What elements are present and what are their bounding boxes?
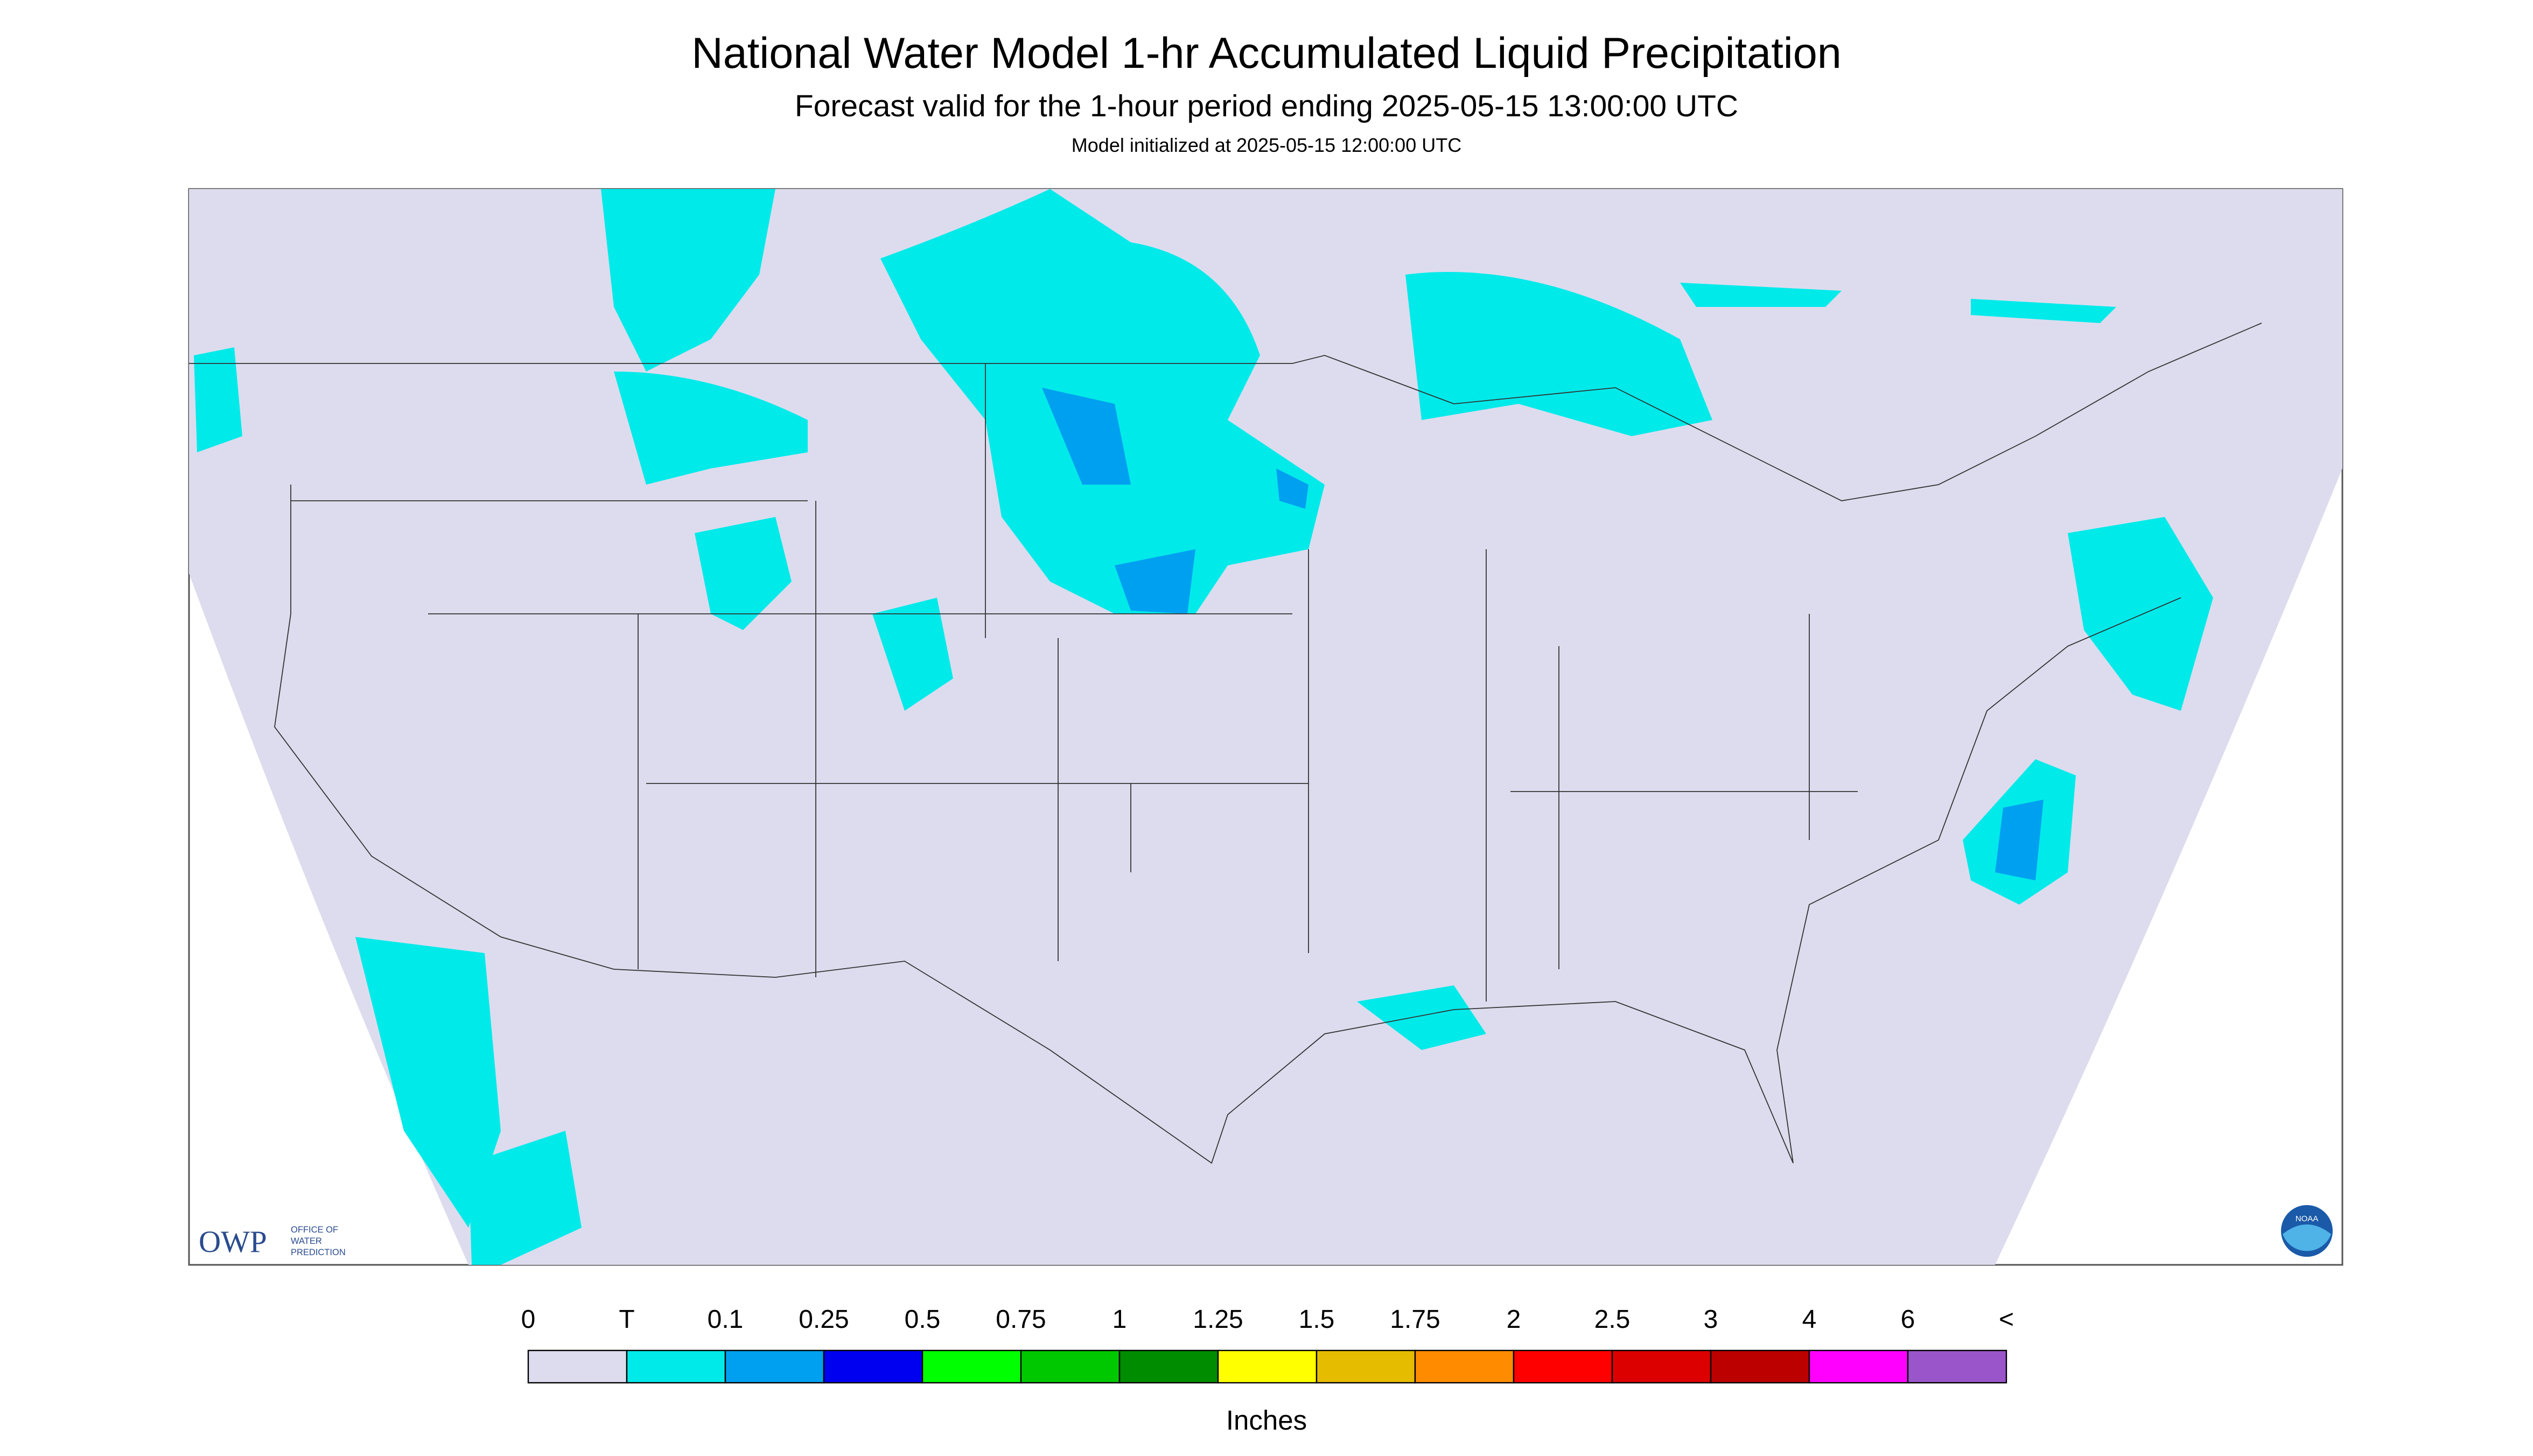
precip-area <box>1115 549 1195 614</box>
legend-swatch <box>1611 1349 1712 1384</box>
legend-swatch <box>1020 1349 1121 1384</box>
precip-area <box>194 347 242 453</box>
legend: Inches 0 T 0.1 0.25 0.5 0.75 1 1.25 1.5 1.75 2 2.5 3… <box>521 1305 2014 1436</box>
legend-label: 1.5 <box>1299 1305 1335 1334</box>
legend-label: 6 <box>1901 1305 1915 1334</box>
precip-area <box>1276 468 1309 509</box>
precip-area <box>355 937 501 1228</box>
owp-logo-caption: WATER <box>291 1236 322 1246</box>
legend-swatch <box>1513 1349 1613 1384</box>
legend-swatch <box>724 1349 825 1384</box>
legend-swatch <box>1907 1349 2007 1384</box>
precip-areas <box>194 189 2213 1265</box>
precip-area <box>601 189 775 372</box>
precip-area <box>1405 272 1712 437</box>
border-line <box>189 323 2262 501</box>
precip-area <box>1680 283 1842 307</box>
legend-swatch <box>527 1349 628 1384</box>
legend-swatch <box>1710 1349 1810 1384</box>
legend-label: T <box>619 1305 634 1334</box>
init-note: Model initialized at 2025-05-15 12:00:00… <box>1072 134 1461 156</box>
legend-label: 0.1 <box>708 1305 744 1334</box>
title: National Water Model 1-hr Accumulated Li… <box>691 29 1842 78</box>
legend-unit: Inches <box>1226 1405 1307 1436</box>
noaa-emblem-wave <box>2283 1224 2331 1251</box>
legend-label: 0.5 <box>905 1305 941 1334</box>
legend-label: 2.5 <box>1594 1305 1631 1334</box>
precip-area <box>1042 388 1131 485</box>
owp-logo-caption: OFFICE OF <box>291 1225 338 1235</box>
border-line <box>291 363 1858 1002</box>
legend-swatch <box>1118 1349 1219 1384</box>
precip-area <box>1995 800 2044 881</box>
legend-label: 1.75 <box>1390 1305 1440 1334</box>
legend-label: 2 <box>1507 1305 1521 1334</box>
legend-swatch <box>921 1349 1022 1384</box>
legend-label: < <box>1999 1305 2014 1334</box>
noaa-logo: NOAA <box>2281 1205 2333 1257</box>
owp-logo: OWP OFFICE OF WATER PREDICTION <box>199 1225 346 1259</box>
precip-area <box>468 1131 582 1265</box>
precip-area <box>1971 299 2116 324</box>
legend-swatch <box>1217 1349 1318 1384</box>
owp-logo-caption: PREDICTION <box>291 1248 346 1257</box>
border-line <box>274 485 2181 1164</box>
legend-label: 0 <box>521 1305 536 1334</box>
noaa-logo-text: NOAA <box>2296 1214 2319 1223</box>
precip-area <box>614 372 808 485</box>
legend-swatch <box>1316 1349 1416 1384</box>
legend-label: 3 <box>1704 1305 1718 1334</box>
legend-swatch <box>823 1349 923 1384</box>
borders <box>189 323 2262 1164</box>
legend-label: 4 <box>1802 1305 1817 1334</box>
precip-area <box>2068 517 2213 711</box>
owp-logo-text: OWP <box>199 1225 267 1259</box>
model-domain <box>189 189 2342 1265</box>
legend-label: 1.25 <box>1193 1305 1243 1334</box>
precip-area <box>1357 985 1486 1051</box>
legend-swatch <box>626 1349 726 1384</box>
legend-label: 0.25 <box>799 1305 849 1334</box>
legend-label: 0.75 <box>996 1305 1046 1334</box>
precip-area <box>695 517 792 631</box>
subtitle: Forecast valid for the 1-hour period end… <box>795 89 1738 123</box>
legend-label: 1 <box>1112 1305 1127 1334</box>
map-panel: OWP OFFICE OF WATER PREDICTION NOAA <box>188 188 2343 1266</box>
legend-swatch <box>1414 1349 1515 1384</box>
precip-area <box>872 598 953 711</box>
legend-swatch <box>1808 1349 1909 1384</box>
